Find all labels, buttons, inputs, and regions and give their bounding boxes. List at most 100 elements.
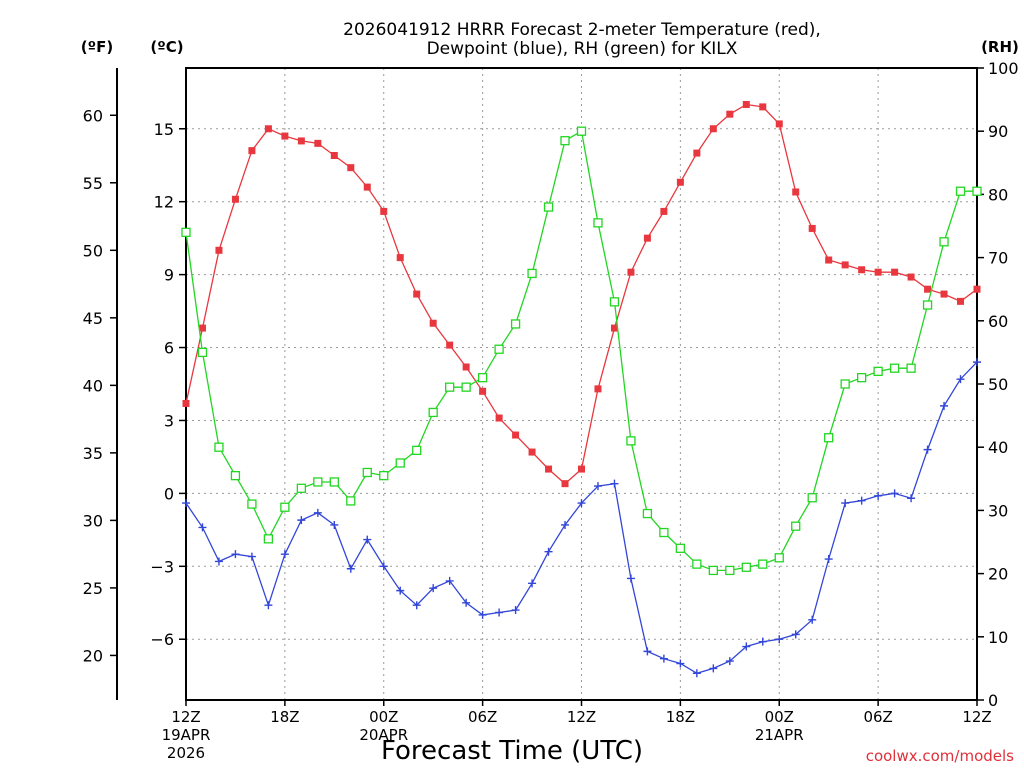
rh-tick-label: 30 <box>988 501 1008 520</box>
data-point <box>973 358 981 367</box>
x-tick-label: 12Z <box>962 708 991 726</box>
data-point <box>560 136 570 146</box>
data-point <box>280 550 289 559</box>
data-point <box>957 297 965 305</box>
x-tick-label: 00Z <box>765 708 794 726</box>
data-point <box>479 387 487 395</box>
data-point <box>792 188 800 196</box>
data-point <box>330 152 338 160</box>
x-tick-label: 18Z <box>270 708 299 726</box>
data-point <box>742 642 751 651</box>
data-point <box>693 149 701 157</box>
data-point <box>231 550 240 559</box>
data-point <box>230 470 241 481</box>
data-point <box>462 363 470 371</box>
rh-tick-label: 20 <box>988 565 1008 584</box>
data-point <box>874 268 882 276</box>
celsius-tick-label: 6 <box>164 339 174 358</box>
data-point <box>182 399 190 407</box>
data-point <box>742 100 750 108</box>
data-point <box>445 382 455 392</box>
data-point <box>758 559 768 569</box>
data-point <box>791 630 800 639</box>
fahrenheit-tick-label: 35 <box>83 444 103 463</box>
data-point <box>791 521 801 531</box>
data-point <box>659 527 669 538</box>
fahrenheit-tick-label: 25 <box>83 579 103 598</box>
celsius-tick-label: 0 <box>164 484 174 503</box>
data-point <box>495 414 503 422</box>
data-point <box>609 297 620 307</box>
data-point <box>297 137 305 145</box>
data-point <box>264 601 273 610</box>
data-point <box>347 164 355 172</box>
data-point <box>726 110 734 118</box>
data-point <box>626 574 635 583</box>
data-point <box>446 341 454 349</box>
data-point <box>528 448 536 456</box>
series-line <box>185 103 978 485</box>
celsius-unit-label: (ºC) <box>150 38 183 56</box>
data-point <box>891 268 899 276</box>
data-point <box>380 207 388 215</box>
data-point <box>329 477 339 487</box>
data-point <box>330 520 339 529</box>
data-point <box>545 465 553 473</box>
data-point <box>956 375 965 384</box>
data-point <box>890 489 899 498</box>
data-point <box>198 523 207 532</box>
data-point <box>626 436 636 446</box>
data-point <box>858 266 866 274</box>
data-point <box>527 268 537 279</box>
series-plus <box>182 358 981 678</box>
axes <box>110 67 984 706</box>
data-point <box>676 178 684 186</box>
x-tick-label: 06Z <box>468 708 497 726</box>
data-point <box>512 431 520 439</box>
data-point <box>379 562 388 571</box>
rh-unit-label: (RH) <box>981 38 1019 56</box>
data-point <box>642 508 653 519</box>
fahrenheit-tick-label: 60 <box>83 106 103 125</box>
rh-tick-label: 40 <box>988 438 1008 457</box>
data-point <box>214 442 224 452</box>
data-point <box>247 499 257 509</box>
data-point <box>412 445 422 456</box>
data-point <box>659 654 668 663</box>
data-point <box>396 586 405 595</box>
x-tick-label: 12Z <box>567 708 596 726</box>
x-tick-label: 00Z <box>369 708 398 726</box>
data-point <box>182 499 190 508</box>
series-filled-square <box>182 100 981 488</box>
x-tick-label: 19APR <box>162 726 211 744</box>
rh-tick-label: 70 <box>988 249 1008 268</box>
data-point <box>280 502 290 512</box>
data-point <box>675 543 686 553</box>
data-point <box>215 246 223 254</box>
data-point <box>578 465 585 473</box>
data-point <box>248 147 256 155</box>
credit-label: coolwx.com/models <box>866 747 1014 765</box>
rh-tick-label: 100 <box>988 59 1019 78</box>
celsius-tick-label: 15 <box>154 120 174 139</box>
data-point <box>807 493 817 503</box>
data-point <box>363 183 371 191</box>
data-point <box>759 103 767 111</box>
data-point <box>775 635 784 644</box>
data-series <box>181 100 982 678</box>
data-point <box>511 606 520 615</box>
data-point <box>973 285 981 293</box>
data-point <box>561 480 569 488</box>
data-point <box>924 285 932 293</box>
data-point <box>824 555 833 564</box>
data-point <box>808 224 816 232</box>
data-point <box>576 126 587 136</box>
data-point <box>593 218 603 228</box>
x-tick-label: 20APR <box>359 726 408 744</box>
data-point <box>577 499 586 508</box>
data-point <box>346 496 356 506</box>
x-tick-label: 2026 <box>167 744 205 762</box>
data-point <box>643 647 652 656</box>
data-point <box>972 186 982 196</box>
data-point <box>907 494 916 503</box>
